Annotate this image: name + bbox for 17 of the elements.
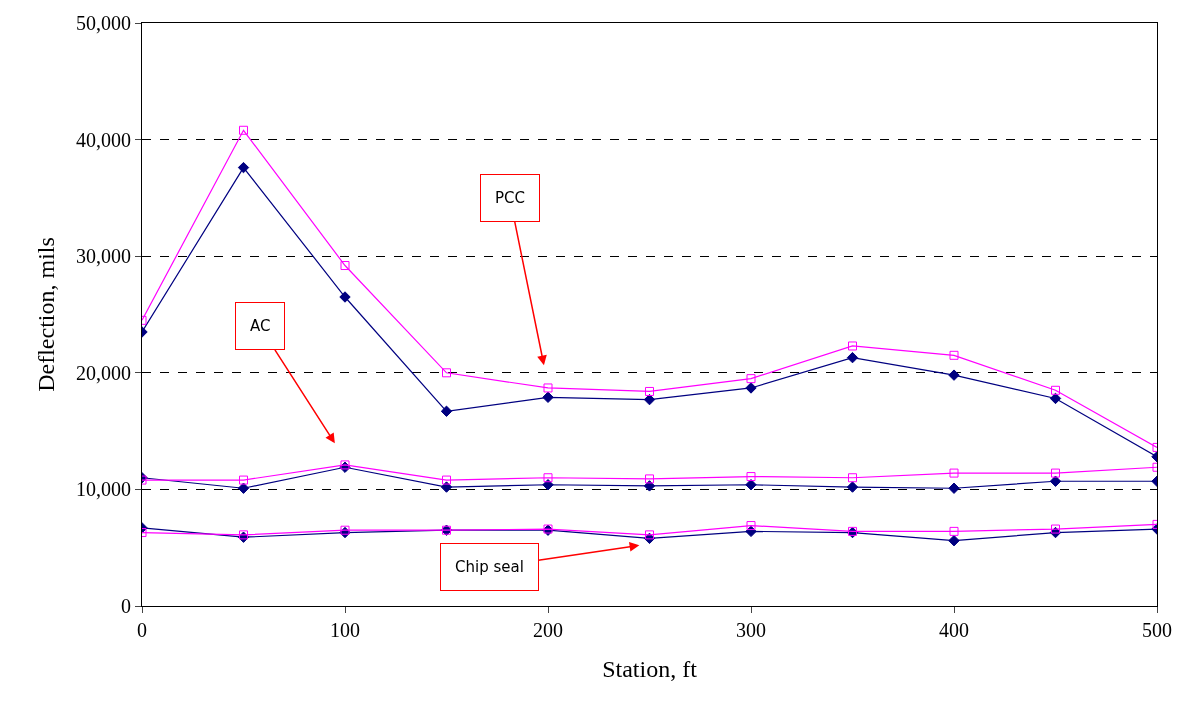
y-tick-label: 50,000 <box>76 12 131 34</box>
y-tick-label: 40,000 <box>76 128 131 151</box>
x-tick-label: 300 <box>736 619 766 641</box>
y-tick-label: 0 <box>121 595 131 617</box>
y-tick-label: 10,000 <box>76 478 131 501</box>
x-tick-label: 100 <box>330 619 360 641</box>
x-axis-title: Station, ft <box>602 656 698 683</box>
y-tick-label: 30,000 <box>76 245 131 268</box>
x-tick-label: 400 <box>939 619 969 641</box>
x-tick-label: 0 <box>137 619 147 641</box>
x-tick-label: 500 <box>1142 619 1172 641</box>
annotation: AC <box>250 317 271 335</box>
annotation: PCC <box>495 189 525 207</box>
y-axis-title: Deflection, mils <box>33 237 60 392</box>
x-tick-label: 200 <box>533 619 563 641</box>
annotation: Chip seal <box>455 558 524 576</box>
y-tick-label: 20,000 <box>76 361 131 384</box>
